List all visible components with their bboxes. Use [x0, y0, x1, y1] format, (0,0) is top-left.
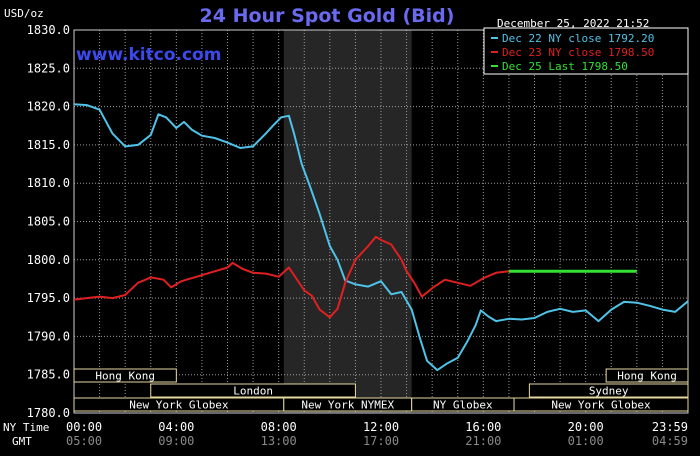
- y-tick-label: 1820.0: [27, 100, 70, 114]
- y-tick-label: 1805.0: [27, 215, 70, 229]
- legend-entry-dec22: Dec 22 NY close 1792.20: [502, 32, 654, 45]
- timestamp-text: December 25, 2022 21:52: [497, 17, 649, 30]
- x-tick-label-gmt: 17:00: [363, 434, 399, 448]
- session-label: Hong Kong: [95, 370, 155, 383]
- session-bar-box: [605, 368, 689, 383]
- y-tick-label: 1800.0: [27, 253, 70, 267]
- session-bar: New York Globex: [73, 397, 285, 412]
- x-tick-label-ny: 08:00: [261, 420, 297, 434]
- x-tick-label-gmt: 21:00: [465, 434, 501, 448]
- x-axis-ny-label: NY Time: [3, 421, 49, 434]
- session-bar: Hong Kong: [605, 368, 689, 383]
- session-bar: NY Globex: [411, 397, 515, 412]
- legend: Dec 22 NY close 1792.20 Dec 23 NY close …: [483, 27, 689, 75]
- session-bar: Sydney: [528, 383, 689, 398]
- series-line-dec22: [73, 103, 689, 372]
- x-tick-label-ny: 20:00: [568, 420, 604, 434]
- watermark-text: www.kitco.com: [76, 45, 221, 65]
- x-axis-gmt-label: GMT: [12, 435, 32, 448]
- y-tick-label: 1810.0: [27, 176, 70, 190]
- session-label: Hong Kong: [617, 370, 677, 383]
- y-tick-label: 1815.0: [27, 138, 70, 152]
- session-bar-box: [528, 383, 689, 398]
- y-tick-label: 1790.0: [27, 329, 70, 343]
- y-tick-label: 1825.0: [27, 61, 70, 75]
- series-line-dec23: [73, 235, 510, 319]
- x-tick-label-ny: 23:59: [652, 420, 688, 434]
- legend-entry-dec25: Dec 25 Last 1798.50: [502, 60, 628, 73]
- session-bar-box: [150, 383, 356, 398]
- session-bar: New York Globex: [513, 397, 689, 412]
- x-tick-label-gmt: 04:59: [652, 434, 688, 448]
- session-bar: New York NYMEX: [283, 397, 413, 412]
- session-label: Sydney: [589, 385, 629, 398]
- y-tick-label: 1830.0: [27, 23, 70, 37]
- x-tick-label-gmt: 09:00: [158, 434, 194, 448]
- session-label: NY Globex: [433, 399, 493, 412]
- x-tick-label-ny: 12:00: [363, 420, 399, 434]
- x-tick-label-gmt: 13:00: [261, 434, 297, 448]
- session-label: New York NYMEX: [301, 399, 394, 412]
- x-tick-label-ny: 00:00: [66, 420, 102, 434]
- session-label: New York Globex: [129, 399, 229, 412]
- session-bar: London: [150, 383, 356, 398]
- y-axis-unit-label: USD/oz: [4, 7, 44, 20]
- x-tick-label-ny: 04:00: [158, 420, 194, 434]
- x-tick-label-gmt: 01:00: [568, 434, 604, 448]
- session-bar: Hong Kong: [73, 368, 177, 383]
- legend-box: [483, 27, 689, 75]
- legend-entry-dec23: Dec 23 NY close 1798.50: [502, 46, 654, 59]
- session-label: New York Globex: [551, 399, 651, 412]
- x-tick-label-ny: 16:00: [465, 420, 501, 434]
- y-tick-label: 1795.0: [27, 291, 70, 305]
- session-bar-box: [513, 397, 689, 412]
- y-tick-label: 1785.0: [27, 368, 70, 382]
- chart-title: 24 Hour Spot Gold (Bid): [200, 5, 455, 27]
- session-bar-box: [73, 368, 177, 383]
- session-label: London: [233, 385, 273, 398]
- plot-frame: [73, 29, 689, 414]
- x-tick-label-gmt: 05:00: [66, 434, 102, 448]
- y-tick-label: 1780.0: [27, 406, 70, 420]
